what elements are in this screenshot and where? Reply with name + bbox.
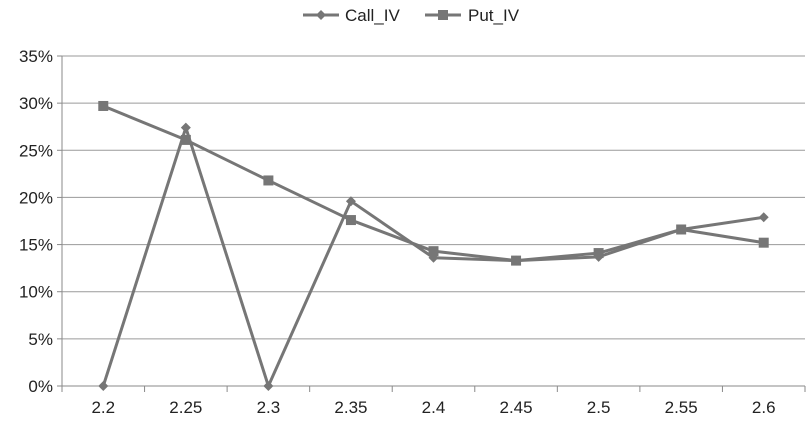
y-tick-label: 10%	[19, 283, 53, 302]
data-point	[180, 122, 191, 133]
y-tick-label: 25%	[19, 141, 53, 160]
legend-marker	[438, 10, 448, 20]
x-axis: 2.2 2.25 2.3 2.35 2.4 2.45 2.5 2.55 2.6	[61, 386, 806, 417]
data-point	[345, 196, 356, 207]
data-point	[758, 237, 769, 248]
data-point	[758, 212, 769, 223]
legend-label: Call_IV	[345, 6, 400, 25]
data-point	[676, 224, 687, 235]
x-tick-label: 2.6	[752, 398, 776, 417]
legend: Call_IV Put_IV	[303, 6, 520, 25]
data-point	[428, 246, 439, 257]
x-tick-label: 2.5	[587, 398, 611, 417]
data-point	[345, 215, 356, 226]
y-tick-label: 15%	[19, 236, 53, 255]
data-point	[180, 134, 191, 145]
y-tick-label: 0%	[28, 377, 53, 396]
gridlines	[62, 55, 805, 387]
y-tick-label: 30%	[19, 94, 53, 113]
legend-label: Put_IV	[468, 6, 520, 25]
legend-item-call-iv: Call_IV	[303, 6, 400, 25]
series-put-iv	[98, 100, 769, 266]
x-tick-label: 2.25	[169, 398, 202, 417]
series-group	[98, 100, 769, 391]
series-call-iv	[98, 122, 769, 391]
y-axis: 0% 5% 10% 15% 20% 25% 30% 35%	[19, 47, 63, 396]
x-tick-label: 2.35	[334, 398, 367, 417]
legend-marker	[316, 10, 326, 20]
legend-item-put-iv: Put_IV	[425, 6, 520, 25]
y-tick-label: 35%	[19, 47, 53, 66]
data-point	[593, 248, 604, 259]
x-tick-label: 2.4	[422, 398, 446, 417]
x-tick-label: 2.45	[500, 398, 533, 417]
y-tick-label: 20%	[19, 188, 53, 207]
data-point	[263, 175, 274, 186]
x-tick-label: 2.3	[257, 398, 281, 417]
data-point	[263, 381, 274, 391]
x-tick-label: 2.55	[665, 398, 698, 417]
data-point	[511, 255, 522, 266]
y-tick-label: 5%	[28, 330, 53, 349]
x-tick-label: 2.2	[91, 398, 115, 417]
data-point	[98, 100, 109, 111]
data-point	[98, 381, 109, 391]
